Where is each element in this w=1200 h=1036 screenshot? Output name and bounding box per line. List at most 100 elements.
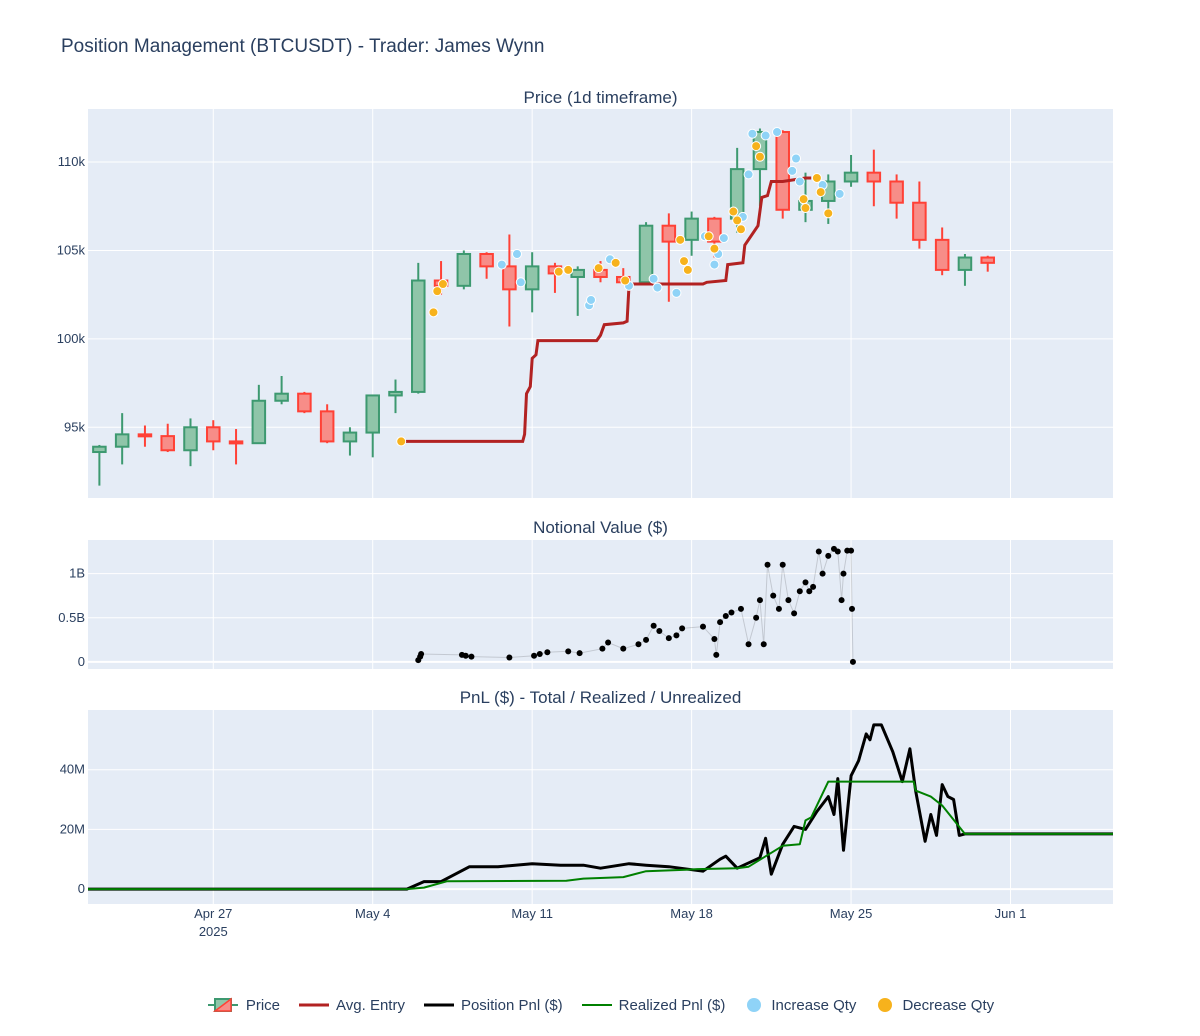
notional-point [565, 648, 572, 655]
candle [456, 250, 472, 290]
position-pnl-line [88, 723, 1113, 891]
candle [912, 181, 927, 249]
decrease-qty-marker [563, 264, 574, 275]
candle-body [502, 265, 517, 291]
notional-point [806, 588, 813, 595]
decrease-qty-marker [728, 206, 739, 217]
decrease-qty-marker [432, 286, 443, 297]
subplot-title: PnL ($) - Total / Realized / Unrealized [460, 688, 742, 707]
notional-point [728, 609, 735, 616]
notional-point [531, 652, 538, 659]
candle-body [456, 252, 472, 287]
candle-body [92, 445, 107, 454]
candle-body [388, 390, 403, 397]
notional-point [834, 548, 841, 555]
plot-background [88, 109, 1113, 498]
candle-body [843, 171, 859, 183]
pnl-panel: 0 20M 40M PnL ($) - Total / Realized / Unre… [60, 688, 1113, 904]
legend-label-realized-pnl: Realized Pnl ($) [618, 996, 726, 1014]
candle [479, 252, 494, 279]
y-tick-label: 110k [58, 154, 86, 169]
notional-point [753, 614, 760, 621]
notional-point [779, 561, 786, 568]
notional-point [849, 605, 856, 612]
notional-point [665, 635, 672, 642]
decrease-qty-marker [754, 151, 765, 162]
notional-point [810, 583, 817, 590]
legend-item-position-pnl[interactable]: Position Pnl ($) [423, 996, 563, 1014]
decrease-qty-marker [815, 187, 826, 198]
candle [228, 429, 244, 465]
candle [638, 222, 654, 284]
decrease-qty-marker [553, 266, 564, 277]
decrease-qty-marker [735, 224, 746, 235]
notional-point [848, 547, 855, 554]
candle [137, 425, 153, 447]
notional-point [605, 639, 612, 646]
notional-point [785, 597, 792, 604]
decrease-qty-marker [823, 208, 834, 219]
notional-point [656, 628, 663, 635]
candle-body [661, 224, 677, 243]
line-icon [581, 1004, 612, 1006]
candle-body [160, 435, 175, 452]
notional-point [544, 649, 551, 656]
candle-body [319, 410, 335, 443]
notional-point [599, 645, 606, 652]
candle-body [137, 433, 153, 438]
decrease-qty-marker [709, 243, 720, 254]
candle [297, 391, 312, 414]
notional-point [838, 597, 845, 604]
candle-body [684, 217, 699, 241]
candle-body [365, 394, 380, 434]
notional-point [849, 658, 856, 665]
notional-point [468, 653, 475, 660]
notional-point [770, 592, 777, 599]
candle [502, 234, 517, 327]
candle-body [411, 279, 426, 393]
line-icon [423, 1003, 454, 1007]
candle-body [342, 431, 358, 443]
notional-point [756, 597, 763, 604]
candlestick-icon [207, 997, 238, 1012]
notional-point [635, 641, 642, 648]
notional-panel: 0 0.5B 1B Notional Value ($) [58, 518, 1113, 669]
legend-item-realized-pnl[interactable]: Realized Pnl ($) [581, 996, 726, 1014]
y-tick-label: 105k [57, 242, 86, 257]
legend-label-price: Price [245, 996, 281, 1014]
notional-point [722, 612, 729, 619]
candle-body [206, 426, 221, 443]
x-year-label: 2025 [199, 924, 228, 939]
y-tick-label: 0.5B [58, 610, 85, 625]
candle-body [274, 392, 289, 402]
y-tick-label: 20M [60, 821, 85, 836]
candle [183, 418, 198, 467]
x-tick-label: May 18 [670, 906, 713, 921]
legend-item-avg-entry[interactable]: Avg. Entry [298, 996, 405, 1014]
notional-point [700, 623, 706, 630]
legend-label-avg-entry: Avg. Entry [336, 996, 405, 1014]
decrease-qty-marker [811, 172, 822, 183]
notional-point [679, 625, 686, 632]
legend-item-price[interactable]: Price [206, 996, 280, 1014]
decrease-qty-marker [751, 141, 762, 152]
notional-point [791, 610, 798, 617]
x-tick-label: Jun 1 [995, 906, 1027, 921]
chart-canvas: 95k 100k 105k 110k Price (1d timeframe) 0 0.5… [57, 88, 1113, 939]
notional-point [775, 605, 782, 612]
candle [411, 262, 426, 394]
notional-point [713, 651, 720, 658]
candle-body [479, 252, 494, 268]
candle [160, 423, 175, 453]
x-tick-label: Apr 27 [194, 906, 232, 921]
y-tick-label: 1B [69, 566, 85, 581]
candle-body [570, 268, 585, 278]
increase-qty-marker [747, 128, 758, 139]
legend-item-increase-qty[interactable]: Increase Qty [743, 996, 856, 1014]
notional-point [536, 650, 543, 657]
legend-item-decrease-qty[interactable]: Decrease Qty [874, 996, 994, 1014]
decrease-qty-marker [593, 263, 604, 274]
notional-point [717, 619, 724, 626]
notional-point [643, 636, 650, 643]
page-title: Position Management (BTCUSDT) - Trader: … [61, 36, 545, 57]
